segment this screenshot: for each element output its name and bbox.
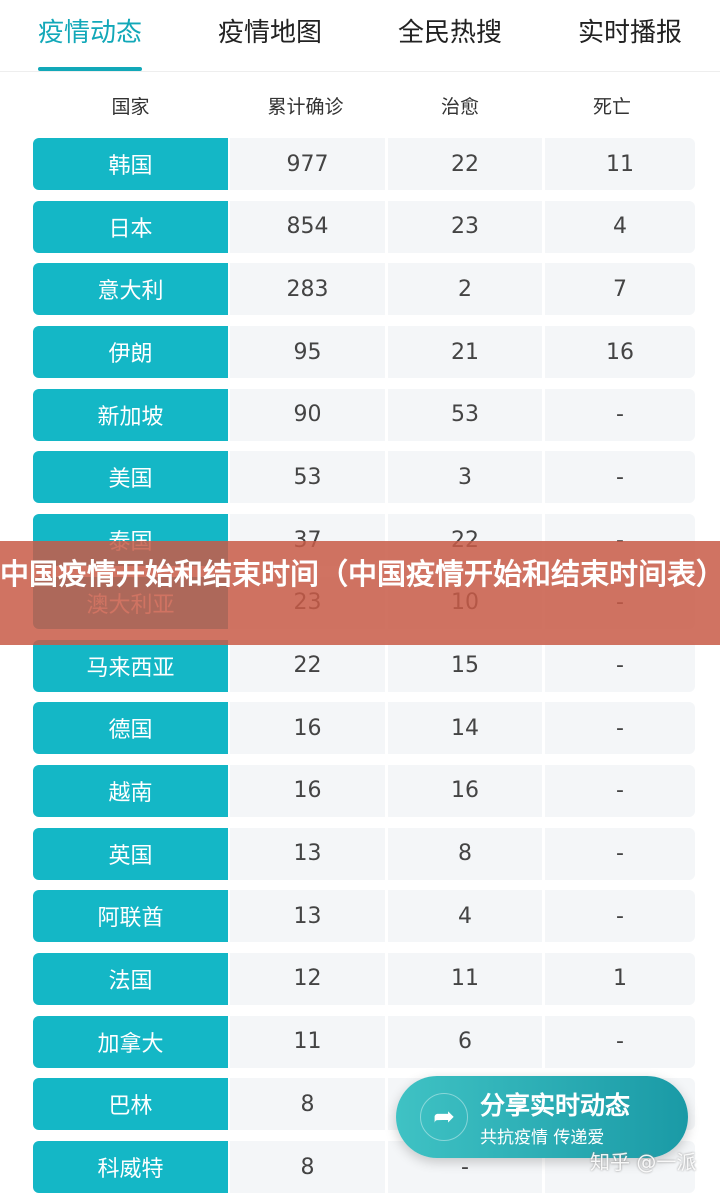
cell-deaths: - [545, 451, 695, 504]
cell-confirmed: 13 [230, 827, 385, 880]
cell-country: 加拿大 [33, 1015, 228, 1068]
share-title: 分享实时动态 [480, 1091, 631, 1120]
cell-confirmed: 16 [230, 702, 385, 755]
cell-deaths: - [545, 764, 695, 817]
cell-confirmed: 283 [230, 263, 385, 316]
tab-bar: 疫情动态 疫情地图 全民热搜 实时播报 [0, 0, 720, 72]
cell-recovered: 6 [388, 1015, 542, 1068]
cell-confirmed: 12 [230, 952, 385, 1005]
cell-recovered: 3 [388, 451, 542, 504]
table-row[interactable]: 德国 16 14- [33, 702, 720, 755]
cell-deaths: - [545, 827, 695, 880]
cell-country: 法国 [33, 952, 228, 1005]
cell-recovered: 14 [388, 702, 542, 755]
cell-confirmed: 95 [230, 326, 385, 379]
cell-country: 美国 [33, 451, 228, 504]
cell-recovered: 22 [388, 138, 542, 190]
cell-recovered: 4 [388, 890, 542, 943]
cell-country: 新加坡 [33, 388, 228, 441]
table-row[interactable]: 越南 16 16- [33, 764, 720, 817]
table-row[interactable]: 英国 13 8- [33, 827, 720, 880]
cell-country: 马来西亚 [33, 639, 228, 692]
tab-epidemic-map[interactable]: 疫情地图 [217, 18, 322, 48]
table-row[interactable]: 马来西亚 22 15- [33, 639, 720, 692]
header-country: 国家 [111, 95, 150, 118]
cell-recovered: 16 [388, 764, 542, 817]
cell-deaths: - [545, 1015, 695, 1068]
table-row[interactable]: 加拿大 11 6- [33, 1015, 720, 1068]
cell-confirmed: 53 [230, 451, 385, 504]
cell-deaths: - [545, 890, 695, 943]
cell-recovered: 11 [388, 952, 542, 1005]
cell-deaths: - [545, 639, 695, 692]
cell-confirmed: 22 [230, 639, 385, 692]
cell-confirmed: 977 [230, 138, 385, 190]
cell-recovered: 15 [388, 639, 542, 692]
cell-deaths: - [545, 702, 695, 755]
cell-country: 英国 [33, 827, 228, 880]
cell-country: 意大利 [33, 263, 228, 316]
cell-deaths: 7 [545, 263, 695, 316]
cell-recovered: 2 [388, 263, 542, 316]
cell-confirmed: 8 [230, 1141, 385, 1193]
title-banner: 中国疫情开始和结束时间（中国疫情开始和结束时间表） [0, 541, 720, 645]
cell-country: 伊朗 [33, 326, 228, 379]
tab-epidemic-news[interactable]: 疫情动态 [0, 0, 180, 71]
cell-country: 巴林 [33, 1078, 228, 1131]
table-row[interactable]: 阿联酋 13 4- [33, 890, 720, 943]
cell-recovered: 21 [388, 326, 542, 379]
cell-recovered: 8 [388, 827, 542, 880]
cell-confirmed: 11 [230, 1015, 385, 1068]
cell-country: 德国 [33, 702, 228, 755]
cell-recovered: 53 [388, 388, 542, 441]
country-table: 韩国 977 22 11 日本 854 23 4 意大利 283 2 7 伊朗 95 21 16 新加坡 90 53… [0, 138, 720, 1193]
share-subtitle: 共抗疫情 传递爱 [480, 1128, 605, 1148]
table-row[interactable]: 伊朗 95 21 16 [33, 326, 720, 379]
table-row[interactable]: 日本 854 23 4 [33, 200, 720, 253]
tab-hot-search[interactable]: 全民热搜 [397, 18, 502, 48]
table-row[interactable]: 美国 53 3- [33, 451, 720, 504]
cell-deaths: 16 [545, 326, 695, 379]
cell-deaths: 4 [545, 200, 695, 253]
cell-confirmed: 13 [230, 890, 385, 943]
header-recovered: 治愈 [440, 95, 479, 118]
share-arrow-icon: ➦ [420, 1093, 468, 1141]
cell-recovered: 23 [388, 200, 542, 253]
cell-country: 韩国 [33, 138, 228, 190]
table-row[interactable]: 新加坡 90 53- [33, 388, 720, 441]
cell-confirmed: 90 [230, 388, 385, 441]
cell-country: 阿联酋 [33, 890, 228, 943]
cell-confirmed: 8 [230, 1078, 385, 1131]
cell-confirmed: 16 [230, 764, 385, 817]
header-confirmed: 累计确诊 [267, 95, 344, 118]
cell-country: 日本 [33, 200, 228, 253]
header-deaths: 死亡 [592, 95, 631, 118]
table-header: 国家 累计确诊 治愈 死亡 [0, 72, 720, 138]
table-row[interactable]: 意大利 283 2 7 [33, 263, 720, 316]
watermark: 知乎 @一派 [590, 1150, 697, 1174]
cell-country: 科威特 [33, 1141, 228, 1193]
cell-deaths: 11 [545, 138, 695, 190]
cell-deaths: - [545, 388, 695, 441]
tab-live-report[interactable]: 实时播报 [577, 18, 682, 48]
table-row[interactable]: 法国 12 11 1 [33, 952, 720, 1005]
cell-deaths: 1 [545, 952, 695, 1005]
table-row[interactable]: 韩国 977 22 11 [33, 138, 720, 190]
cell-confirmed: 854 [230, 200, 385, 253]
cell-country: 越南 [33, 764, 228, 817]
share-button[interactable]: ➦ 分享实时动态 共抗疫情 传递爱 [396, 1076, 688, 1158]
